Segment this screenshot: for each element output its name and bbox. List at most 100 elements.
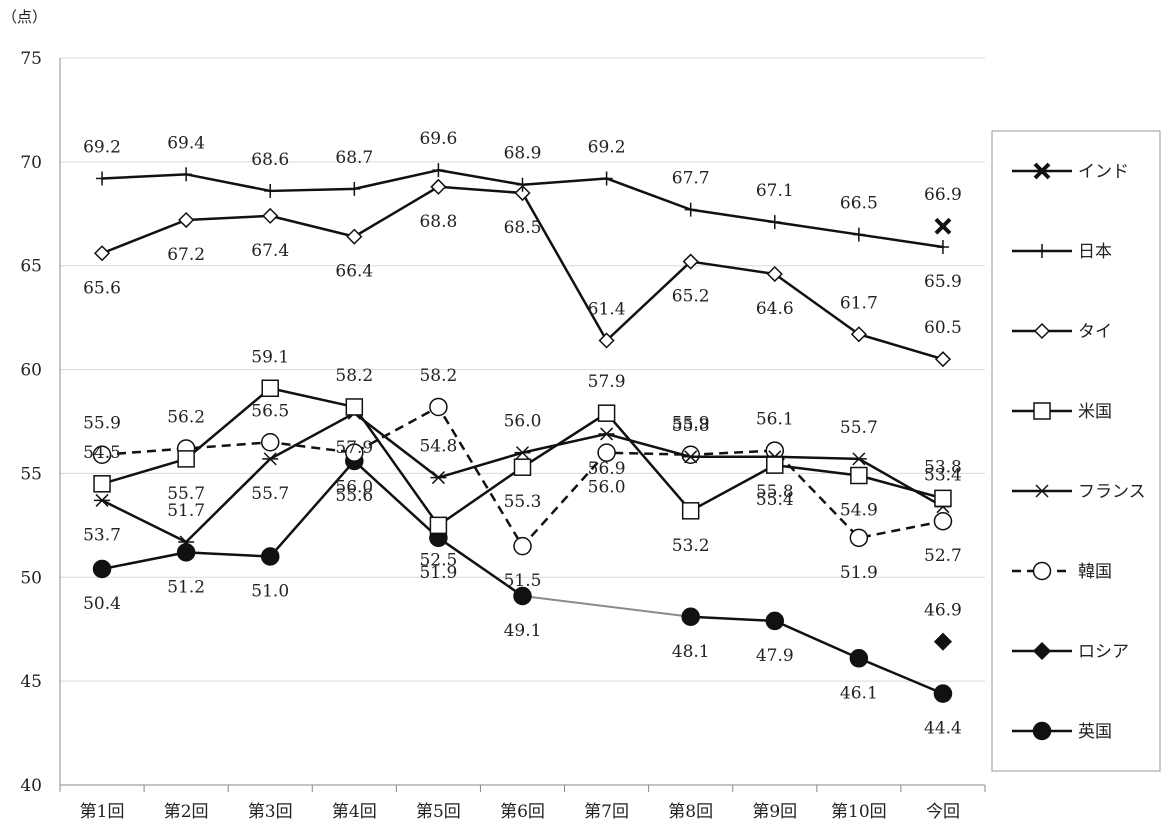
data-label: 58.2 <box>335 366 373 386</box>
x-tick-label: 第6回 <box>500 802 545 822</box>
data-point <box>262 452 279 466</box>
data-point <box>178 535 195 549</box>
data-label: 66.5 <box>840 194 878 214</box>
y-tick-label: 65 <box>20 257 42 277</box>
data-label: 56.1 <box>756 410 794 430</box>
data-labels: 66.9 69.2 69.4 68.6 68.7 69.6 68.9 69.2 67.7 67.1… <box>83 129 962 738</box>
series-韓国 <box>92 397 953 556</box>
data-label: 52.5 <box>419 550 457 570</box>
legend-marker <box>1033 322 1051 340</box>
legend-label: タイ <box>1078 322 1112 342</box>
data-label: 53.2 <box>672 536 710 556</box>
legend-label: 英国 <box>1078 722 1112 742</box>
data-label: 51.9 <box>840 563 878 583</box>
data-label: 53.4 <box>924 466 962 486</box>
data-point <box>933 511 953 531</box>
legend-marker <box>1036 244 1048 258</box>
legend-label: 韓国 <box>1078 562 1112 582</box>
data-point <box>766 456 784 474</box>
data-point <box>92 559 112 579</box>
data-label: 67.7 <box>672 169 710 189</box>
data-point <box>180 167 193 182</box>
data-label: 55.8 <box>672 416 710 436</box>
data-label: 56.2 <box>167 408 205 428</box>
data-label: 57.9 <box>335 438 373 458</box>
data-point <box>260 547 280 566</box>
legend-item: 韓国 <box>1012 561 1112 582</box>
data-label: 53.8 <box>924 457 962 477</box>
data-point <box>765 611 785 631</box>
x-tick-label: 今回 <box>926 802 960 822</box>
series-lines <box>92 163 953 703</box>
data-label: 46.1 <box>840 683 878 703</box>
data-point <box>177 450 195 468</box>
data-label: 55.9 <box>83 414 121 434</box>
x-tick-label: 第1回 <box>80 802 125 822</box>
data-label: 64.6 <box>756 299 794 319</box>
series-米国 <box>93 379 952 535</box>
data-point <box>934 217 952 235</box>
data-label: 69.2 <box>588 137 626 157</box>
x-tick-label: 第4回 <box>332 802 377 822</box>
legend-item: タイ <box>1012 322 1112 342</box>
data-label: 69.2 <box>83 137 121 157</box>
x-tick-label: 第7回 <box>584 802 629 822</box>
y-tick-label: 40 <box>20 776 42 796</box>
data-label: 55.9 <box>672 414 710 434</box>
data-label: 55.8 <box>756 482 794 502</box>
data-point <box>514 184 531 202</box>
series-line <box>101 185 944 361</box>
data-point <box>176 543 196 562</box>
data-label: 59.1 <box>251 347 289 367</box>
data-point <box>768 215 781 230</box>
legend-item: 米国 <box>1012 402 1112 422</box>
data-label: 69.4 <box>167 133 205 153</box>
data-point <box>849 649 869 668</box>
legend-marker <box>1033 402 1051 420</box>
data-label: 54.9 <box>840 501 878 521</box>
legend-label: ロシア <box>1078 642 1129 662</box>
data-label: 66.9 <box>924 185 962 205</box>
data-label: 44.4 <box>924 719 962 739</box>
data-label: 49.1 <box>504 621 542 641</box>
data-point <box>94 493 111 507</box>
data-label: 46.9 <box>924 601 962 621</box>
data-point <box>682 253 699 270</box>
data-point <box>345 398 364 416</box>
data-point <box>348 181 361 196</box>
data-label: 61.7 <box>840 293 878 313</box>
data-point <box>262 207 279 224</box>
data-point <box>598 427 615 441</box>
data-point <box>346 228 363 245</box>
x-tick-label: 第5回 <box>416 802 461 822</box>
series-line <box>101 411 944 544</box>
data-point <box>597 404 616 422</box>
series-line <box>690 615 944 695</box>
data-label: 65.2 <box>672 287 710 307</box>
data-point <box>430 471 447 485</box>
data-point <box>178 211 195 229</box>
y-tick-label: 75 <box>20 49 42 69</box>
series-ロシア <box>933 632 953 651</box>
y-tick-label: 45 <box>20 672 42 692</box>
y-tick-label: 60 <box>20 361 42 381</box>
x-tick-label: 第2回 <box>164 802 209 822</box>
data-point <box>429 397 448 417</box>
data-point <box>852 227 865 242</box>
data-label: 68.9 <box>504 144 542 164</box>
data-label: 47.9 <box>756 646 794 666</box>
data-label: 52.7 <box>924 546 962 566</box>
series-gap-line <box>522 594 691 618</box>
data-point <box>345 443 364 462</box>
data-point <box>850 326 867 343</box>
legend-label: 米国 <box>1078 402 1112 422</box>
data-label: 60.5 <box>924 318 962 338</box>
data-label: 55.4 <box>756 490 794 510</box>
data-point <box>681 502 700 520</box>
series-日本 <box>96 163 949 255</box>
legend-marker <box>1033 162 1051 180</box>
legend-item: 英国 <box>1012 721 1112 742</box>
data-label: 65.6 <box>83 278 121 298</box>
